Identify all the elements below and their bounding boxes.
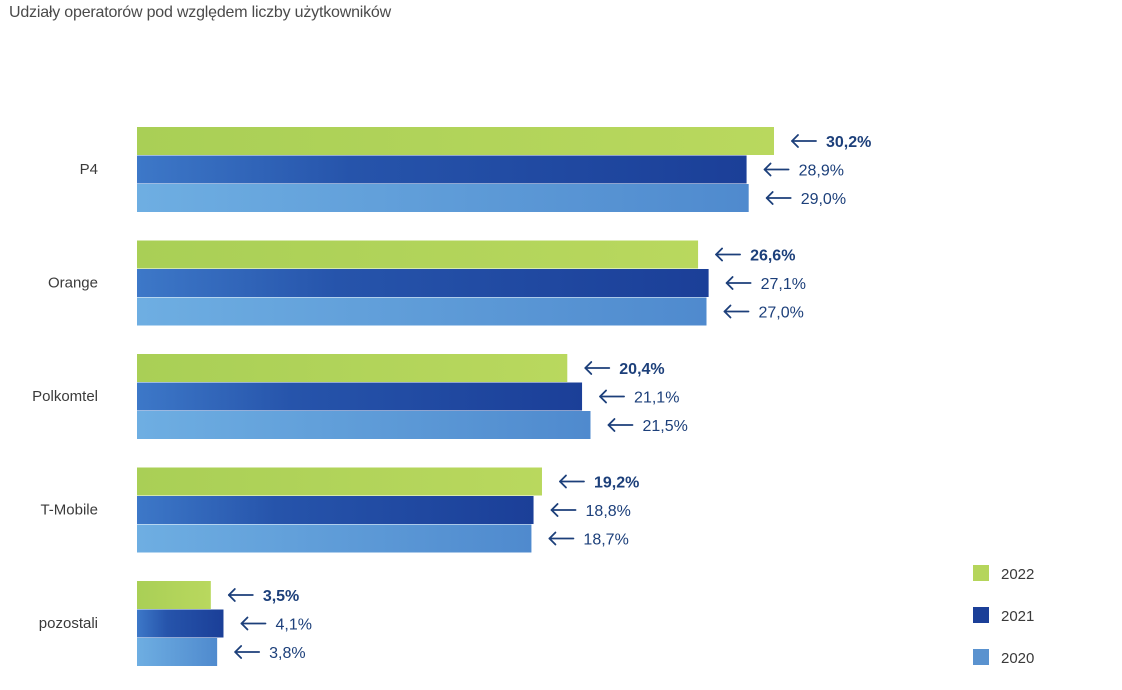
category-group: pozostali 3,5% 4,1% 3,8% (39, 581, 312, 666)
bar-2020 (137, 297, 707, 326)
bar-2022 (137, 240, 699, 269)
arrow-icon (791, 134, 817, 148)
value-label-2020: 18,7% (583, 532, 628, 549)
bar-2020 (137, 638, 218, 666)
chart-title: Udziały operatorów pod względem liczby u… (9, 4, 391, 21)
arrow-icon (240, 616, 267, 631)
legend-item-2022: 2022 (973, 565, 1034, 583)
value-label-2021: 21,1% (634, 390, 679, 407)
arrow-icon (723, 304, 750, 319)
legend-swatch (973, 565, 989, 581)
arrow-icon (599, 389, 625, 404)
arrow-icon (559, 474, 585, 489)
arrow-icon (227, 588, 254, 602)
legend-item-2021: 2021 (973, 607, 1034, 625)
legend: 2022 2021 2020 (973, 565, 1034, 667)
category-group: Polkomtel 20,4% 21,1% 21,5% (32, 354, 688, 439)
value-label-2020: 27,0% (759, 305, 804, 322)
category-label: Polkomtel (32, 388, 98, 405)
arrow-icon (725, 276, 752, 290)
bar-2022 (137, 127, 774, 155)
bar-2021 (137, 382, 583, 411)
arrow-icon (234, 645, 261, 659)
legend-item-2020: 2020 (973, 649, 1034, 667)
legend-label: 2021 (1001, 608, 1034, 625)
bar-2020 (137, 524, 532, 553)
value-label-2020: 21,5% (642, 418, 687, 435)
category-label: T-Mobile (40, 502, 98, 519)
value-label-2022: 26,6% (750, 248, 795, 265)
value-label-2022: 3,5% (263, 588, 299, 605)
legend-swatch (973, 607, 989, 623)
arrow-icon (763, 162, 790, 177)
bar-2022 (137, 467, 542, 496)
arrow-icon (765, 191, 792, 205)
arrow-icon (550, 503, 577, 517)
bar-2022 (137, 354, 568, 382)
legend-label: 2022 (1001, 566, 1034, 583)
value-label-2021: 27,1% (761, 276, 806, 293)
value-label-2021: 28,9% (799, 163, 844, 180)
bar-2021 (137, 155, 747, 184)
legend-label: 2020 (1001, 650, 1034, 667)
value-label-2020: 29,0% (801, 191, 846, 208)
value-label-2020: 3,8% (269, 645, 305, 662)
value-label-2022: 19,2% (594, 475, 639, 492)
category-group: P4 30,2% 28,9% 29,0% (80, 127, 871, 212)
value-label-2021: 4,1% (275, 617, 311, 634)
category-label: pozostali (39, 615, 98, 632)
value-label-2022: 30,2% (826, 134, 871, 151)
value-label-2022: 20,4% (619, 361, 664, 378)
category-group: T-Mobile 19,2% 18,8% 18,7% (40, 467, 639, 553)
category-label: P4 (80, 161, 98, 178)
value-label-2021: 18,8% (586, 503, 631, 520)
legend-swatch (973, 649, 989, 665)
bar-2020 (137, 184, 749, 212)
bar-2020 (137, 411, 591, 439)
bar-2021 (137, 609, 224, 638)
category-group: Orange 26,6% 27,1% 27,0% (48, 240, 806, 326)
arrow-icon (584, 361, 611, 375)
arrow-icon (607, 418, 634, 432)
arrow-icon (548, 531, 575, 546)
category-label: Orange (48, 275, 98, 292)
arrow-icon (715, 247, 741, 262)
bar-2022 (137, 581, 211, 609)
bar-2021 (137, 496, 534, 524)
bar-2021 (137, 269, 709, 297)
